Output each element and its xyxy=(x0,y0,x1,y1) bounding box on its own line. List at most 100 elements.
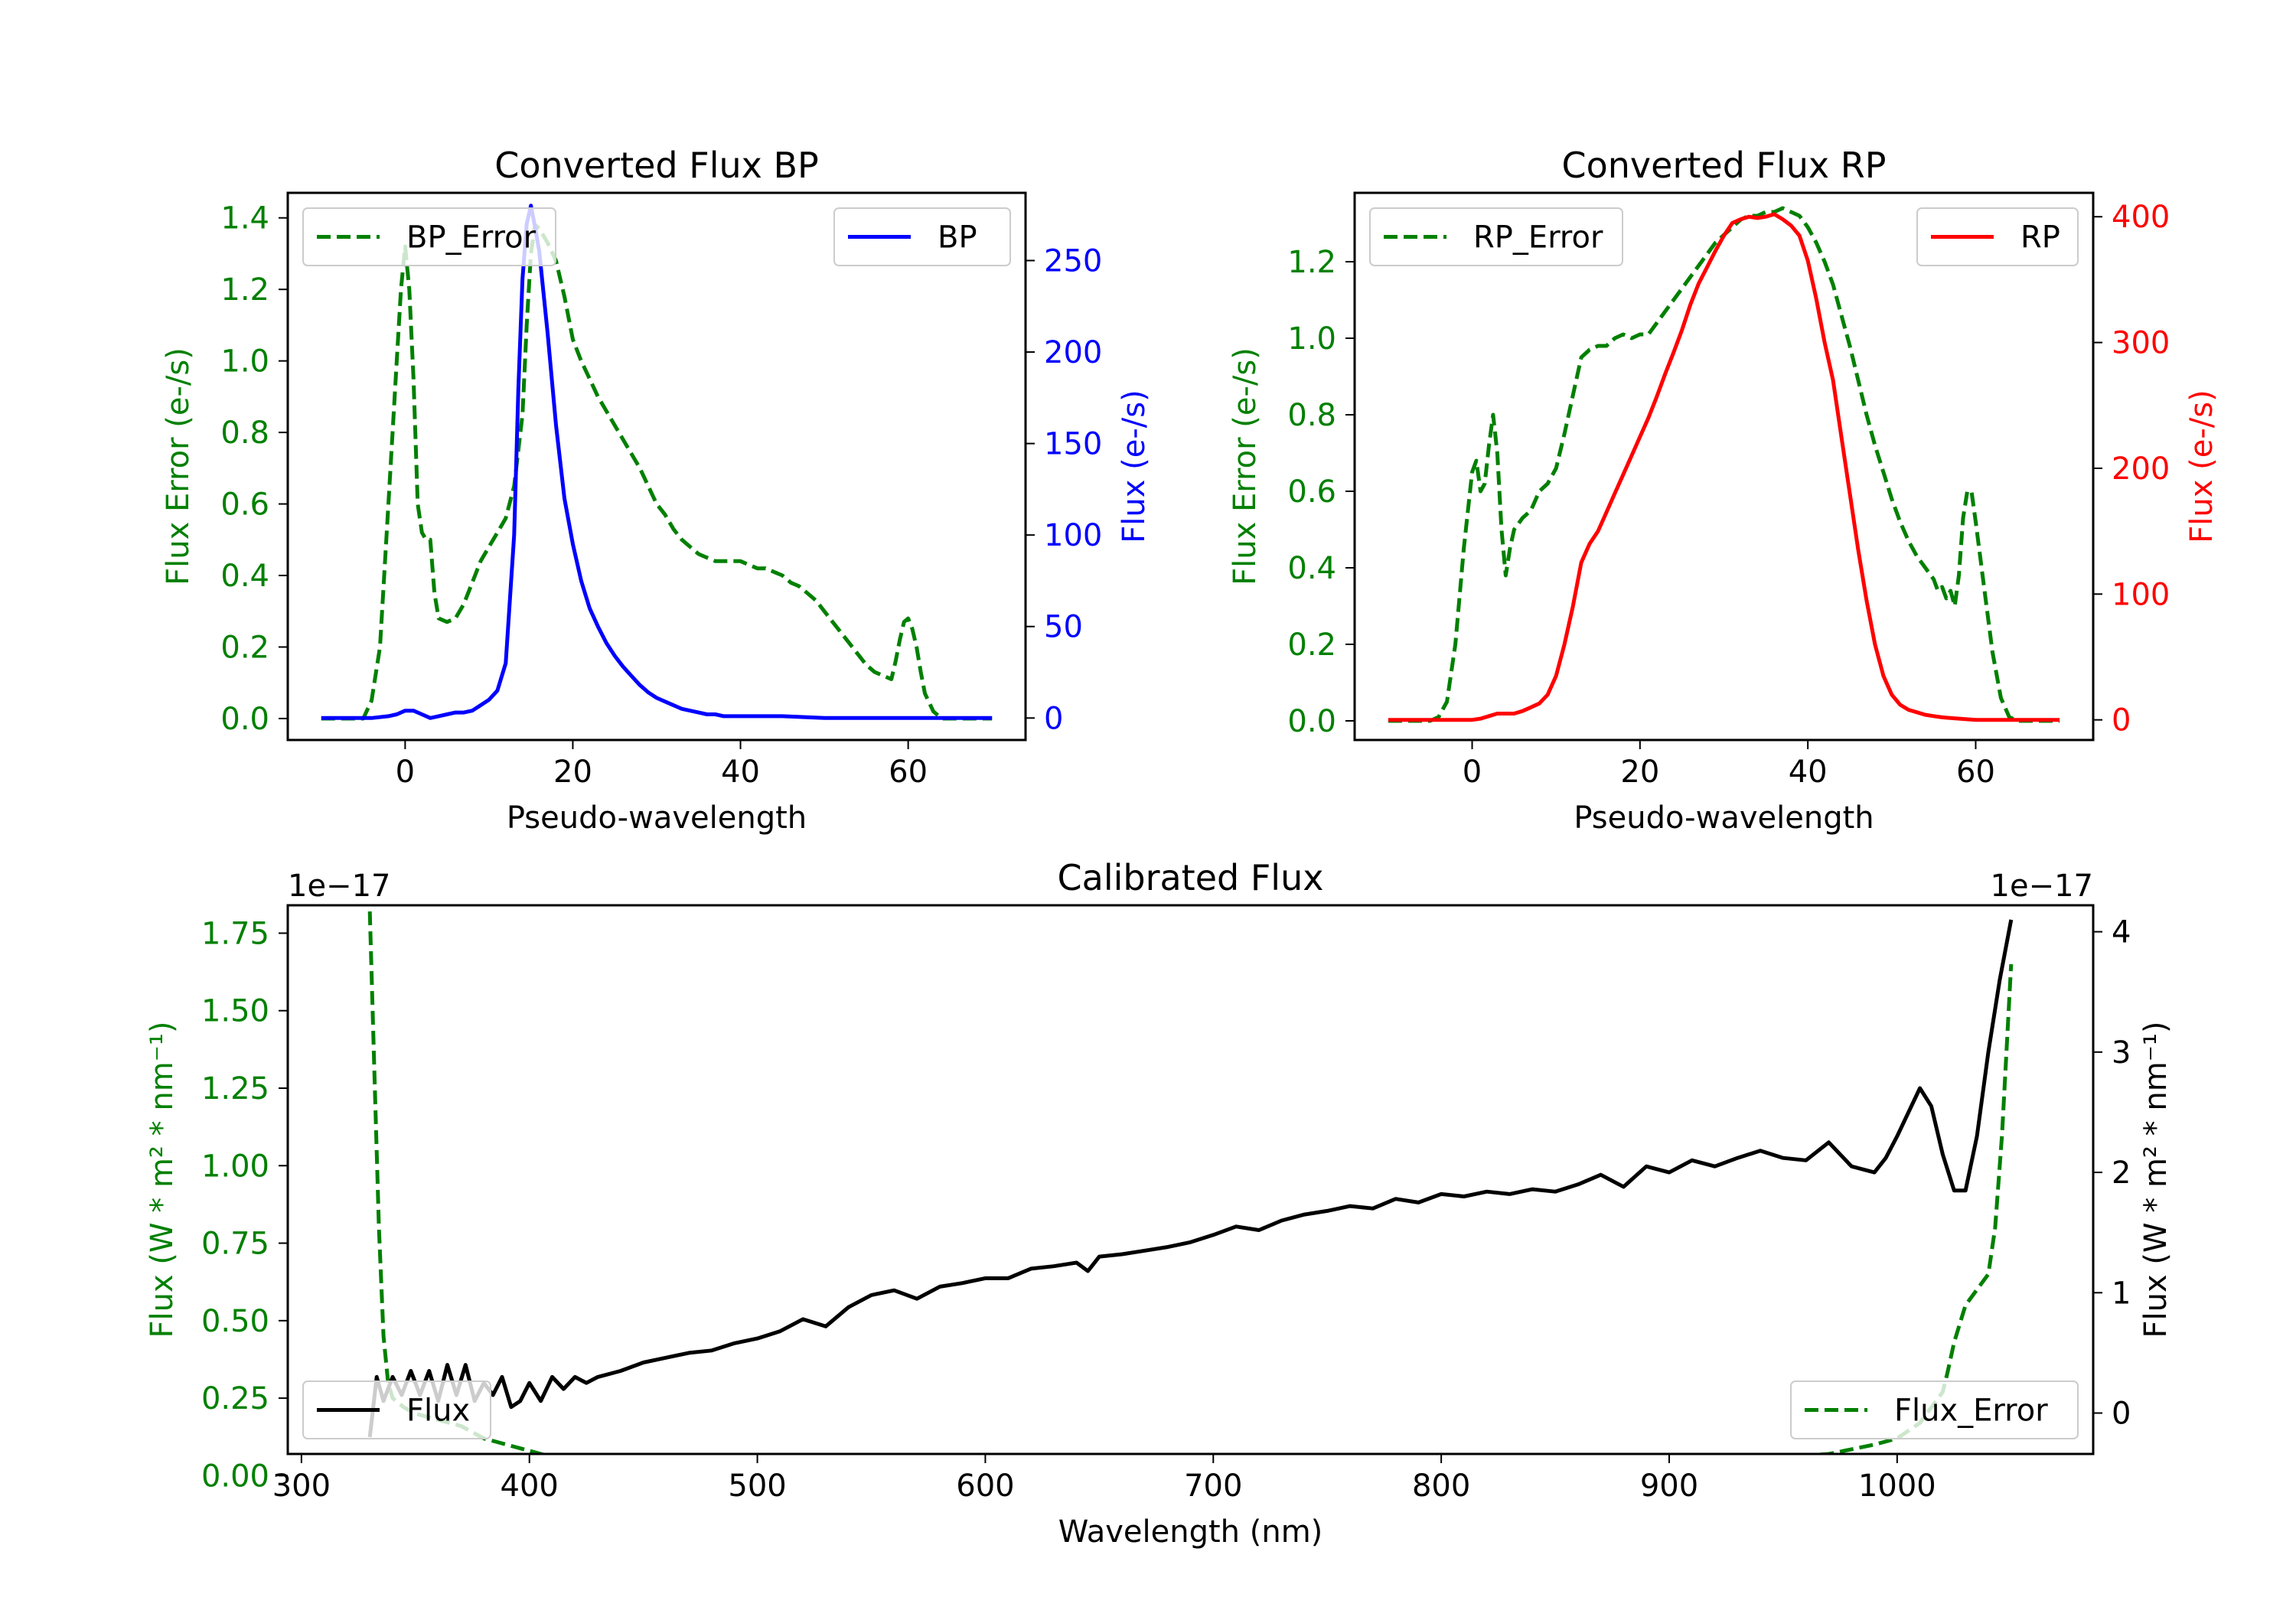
rp-series-rp xyxy=(1388,212,2060,722)
legend-box xyxy=(302,207,556,266)
rp-left-y-tick-label: 0.4 xyxy=(1287,551,1336,586)
rp-left-y-tick-label: 1.2 xyxy=(1287,245,1336,280)
rp-series-rp-error xyxy=(1388,206,2060,723)
legend-box xyxy=(302,1380,491,1439)
bp-series-bp-error xyxy=(321,223,993,721)
rp-right-y-tick-label: 400 xyxy=(2112,200,2170,235)
cal-x-tick-label: 400 xyxy=(501,1468,559,1504)
cal-right-y-tick-label: 4 xyxy=(2112,915,2131,950)
bp-left-y-tick-label: 0.2 xyxy=(220,630,269,665)
bp-left-y-tick-label: 1.4 xyxy=(220,201,269,236)
rp-x-axis-label: Pseudo-wavelength xyxy=(1574,800,1874,836)
bp-left-y-tick-label: 0.0 xyxy=(220,702,269,737)
cal-right-y-tick-label: 2 xyxy=(2112,1156,2131,1191)
cal-x-tick-label: 800 xyxy=(1412,1468,1470,1504)
cal-left-y-tick-label: 0.50 xyxy=(201,1304,269,1339)
cal-left-exponent: 1e−17 xyxy=(288,869,390,904)
rp-plot-frame xyxy=(1353,191,2095,742)
cal-x-tick-label: 700 xyxy=(1184,1468,1242,1504)
rp-legend-rp-error: RP_Error xyxy=(1369,207,1623,266)
bp-title: Converted Flux BP xyxy=(494,145,819,186)
bp-legend-bp-error: BP_Error xyxy=(302,207,556,266)
legend-box xyxy=(1916,207,2079,266)
rp-left-y-tick-label: 0.0 xyxy=(1287,704,1336,739)
bp-left-y-tick-label: 0.8 xyxy=(220,416,269,451)
bp-series-bp xyxy=(321,204,993,720)
bp-chart: 0 20 40 60 0.0 0.2 0.4 0.6 0.8 1.0 1.2 1.4 0 50 100 150… xyxy=(161,145,1152,836)
cal-left-y-tick-label: 1.25 xyxy=(201,1071,269,1107)
rp-x-tick-label: 60 xyxy=(1956,755,1995,790)
legend-label: RP xyxy=(2020,220,2060,256)
bp-right-y-tick-label: 100 xyxy=(1044,518,1102,553)
bp-x-tick-label: 60 xyxy=(889,755,928,790)
rp-right-y-tick-label: 300 xyxy=(2112,326,2170,361)
rp-x-tick-label: 40 xyxy=(1789,755,1828,790)
rp-right-y-tick-label: 200 xyxy=(2112,451,2170,487)
rp-x-tick-label: 20 xyxy=(1620,755,1659,790)
bp-left-y-tick-label: 0.6 xyxy=(220,487,269,523)
cal-chart: 300 400 500 600 700 800 900 1000 0.00 0.25 0.50 0.7… xyxy=(145,857,2174,1550)
cal-x-tick-label: 500 xyxy=(728,1468,786,1504)
bp-right-y-tick-label: 150 xyxy=(1044,427,1102,462)
cal-left-y-tick-label: 1.00 xyxy=(201,1149,269,1184)
cal-right-exponent: 1e−17 xyxy=(1991,869,2093,904)
bp-plot-frame xyxy=(286,191,1027,742)
rp-right-y-tick-label: 0 xyxy=(2112,703,2131,738)
bp-left-y-tick-label: 1.2 xyxy=(220,272,269,308)
legend-label: BP xyxy=(938,220,977,256)
cal-legend-flux: Flux xyxy=(302,1380,491,1439)
rp-right-y-tick-label: 100 xyxy=(2112,577,2170,612)
bp-right-y-tick-label: 200 xyxy=(1044,335,1102,370)
cal-x-axis-label: Wavelength (nm) xyxy=(1058,1514,1323,1550)
cal-series-flux xyxy=(367,919,2014,1438)
bp-x-tick-label: 20 xyxy=(553,755,592,790)
legend-box xyxy=(833,207,1011,266)
cal-left-y-tick-label: 0.00 xyxy=(201,1459,269,1494)
cal-legend-flux-error: Flux_Error xyxy=(1790,1380,2079,1439)
rp-x-tick-label: 0 xyxy=(1463,755,1482,790)
legend-label: Flux xyxy=(406,1393,470,1429)
cal-right-y-axis-label: Flux (W * m² * nm⁻¹) xyxy=(2138,1022,2174,1338)
cal-x-tick-label: 600 xyxy=(956,1468,1014,1504)
bp-right-y-tick-label: 0 xyxy=(1044,701,1063,736)
cal-plot-frame xyxy=(286,904,2095,1455)
rp-right-y-axis-label: Flux (e-/s) xyxy=(2184,390,2219,543)
cal-left-y-tick-label: 0.25 xyxy=(201,1381,269,1416)
legend-label: BP_Error xyxy=(406,220,536,256)
cal-right-y-tick-label: 0 xyxy=(2112,1397,2131,1432)
cal-x-tick-label: 900 xyxy=(1640,1468,1698,1504)
cal-right-y-tick-label: 1 xyxy=(2112,1276,2131,1311)
bp-right-y-tick-label: 250 xyxy=(1044,243,1102,279)
legend-label: RP_Error xyxy=(1473,220,1603,256)
rp-left-y-axis-label: Flux Error (e-/s) xyxy=(1228,347,1263,585)
bp-left-y-tick-label: 0.4 xyxy=(220,559,269,594)
legend-box xyxy=(1369,207,1623,266)
rp-left-y-tick-label: 0.8 xyxy=(1287,398,1336,433)
bp-right-y-tick-label: 50 xyxy=(1044,610,1083,645)
rp-title: Converted Flux RP xyxy=(1562,145,1887,186)
cal-title: Calibrated Flux xyxy=(1058,857,1324,898)
bp-x-tick-label: 40 xyxy=(721,755,760,790)
cal-left-y-tick-label: 1.50 xyxy=(201,994,269,1029)
cal-series-flux-error xyxy=(367,911,2014,1454)
cal-left-y-tick-label: 0.75 xyxy=(201,1227,269,1262)
rp-left-y-tick-label: 0.6 xyxy=(1287,474,1336,510)
bp-left-y-axis-label: Flux Error (e-/s) xyxy=(161,347,196,585)
bp-x-tick-label: 0 xyxy=(396,755,415,790)
legend-box xyxy=(1790,1380,2079,1439)
legend-label: Flux_Error xyxy=(1894,1393,2048,1429)
bp-x-axis-label: Pseudo-wavelength xyxy=(507,800,807,836)
bp-legend-bp: BP xyxy=(833,207,1011,266)
rp-left-y-tick-label: 0.2 xyxy=(1287,627,1336,663)
cal-right-y-tick-label: 3 xyxy=(2112,1035,2131,1071)
bp-left-y-tick-label: 1.0 xyxy=(220,344,269,380)
bp-right-y-axis-label: Flux (e-/s) xyxy=(1117,390,1152,543)
rp-left-y-tick-label: 1.0 xyxy=(1287,321,1336,357)
cal-left-y-axis-label: Flux (W * m² * nm⁻¹) xyxy=(145,1022,180,1338)
cal-x-tick-label: 1000 xyxy=(1858,1468,1936,1504)
cal-left-y-tick-label: 1.75 xyxy=(201,916,269,951)
rp-legend-rp: RP xyxy=(1916,207,2079,266)
cal-x-tick-label: 300 xyxy=(272,1468,331,1504)
rp-chart: 0 20 40 60 0.0 0.2 0.4 0.6 0.8 1.0 1.2 0 100 200 300 40… xyxy=(1228,145,2219,836)
